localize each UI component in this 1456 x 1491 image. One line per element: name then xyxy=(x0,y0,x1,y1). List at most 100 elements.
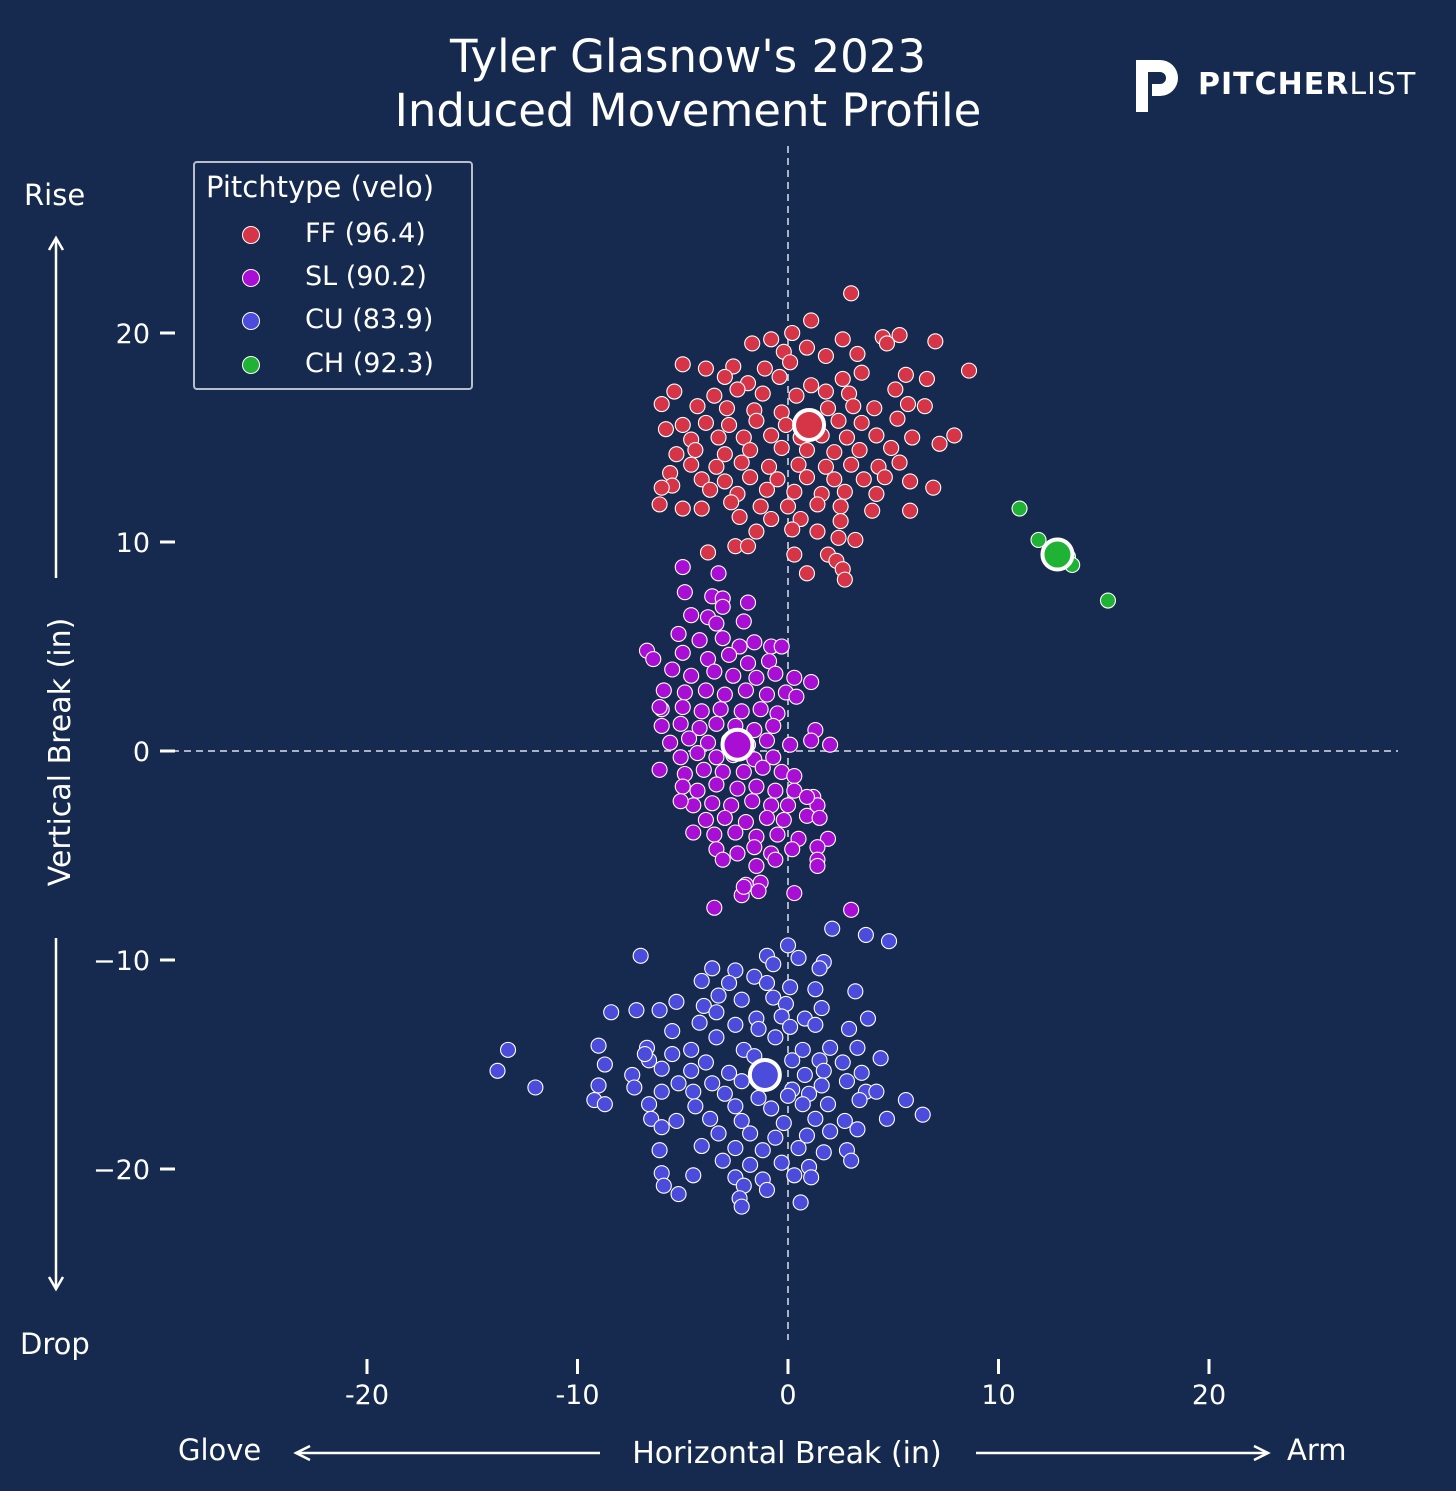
data-point xyxy=(691,719,708,737)
data-point xyxy=(702,1110,719,1127)
y-axis-title: Vertical Break (in) xyxy=(43,618,78,887)
data-point xyxy=(784,841,801,858)
data-point xyxy=(655,1177,672,1194)
data-point xyxy=(668,993,685,1010)
data-point xyxy=(727,962,744,979)
data-point xyxy=(590,1077,607,1094)
data-point xyxy=(748,669,765,686)
data-point xyxy=(773,1154,790,1171)
data-point xyxy=(847,531,864,548)
data-point xyxy=(706,663,723,680)
data-point xyxy=(714,763,731,780)
data-point xyxy=(710,987,727,1004)
data-point xyxy=(813,1000,830,1017)
data-point xyxy=(693,1137,710,1155)
data-point xyxy=(794,1096,811,1113)
data-point xyxy=(527,1079,544,1096)
data-point xyxy=(880,933,898,950)
data-point xyxy=(790,456,807,473)
data-point xyxy=(733,1073,750,1090)
data-point xyxy=(786,546,803,563)
data-point xyxy=(672,793,689,810)
data-point xyxy=(748,857,765,875)
data-point xyxy=(775,811,792,829)
data-point xyxy=(737,682,754,699)
data-point xyxy=(750,882,767,900)
data-point xyxy=(798,469,815,486)
data-point xyxy=(653,1083,670,1100)
data-point xyxy=(742,441,759,459)
x-tick-label: 20 xyxy=(1192,1380,1226,1411)
y-tick-label: −20 xyxy=(93,1155,150,1186)
data-point xyxy=(676,684,693,701)
data-point xyxy=(695,997,712,1015)
data-point xyxy=(735,613,752,630)
data-point xyxy=(697,360,714,377)
data-point xyxy=(838,1073,855,1090)
data-point xyxy=(819,1096,837,1113)
data-point xyxy=(790,949,807,966)
data-point xyxy=(763,427,780,444)
data-point xyxy=(902,473,919,490)
data-point xyxy=(849,1039,866,1056)
data-point xyxy=(710,1125,727,1142)
centroid-marker xyxy=(720,727,755,762)
data-point xyxy=(710,429,727,446)
data-point xyxy=(765,989,782,1006)
data-point xyxy=(855,471,872,488)
data-point xyxy=(662,734,679,751)
data-point xyxy=(704,960,721,977)
data-point xyxy=(847,983,864,1000)
data-point xyxy=(714,851,731,868)
data-point xyxy=(739,538,757,555)
data-point xyxy=(918,370,935,388)
data-point xyxy=(689,745,706,762)
data-point xyxy=(596,1096,613,1113)
series-2 xyxy=(489,920,931,1215)
data-point xyxy=(695,761,712,778)
data-point xyxy=(832,498,849,515)
data-point xyxy=(714,630,731,647)
data-point xyxy=(803,377,820,394)
x-tick-label: -20 xyxy=(345,1380,389,1411)
data-point xyxy=(683,607,700,624)
data-point xyxy=(721,646,738,663)
data-point xyxy=(763,510,780,528)
data-point xyxy=(859,1010,877,1027)
data-point xyxy=(704,1075,721,1092)
data-point xyxy=(708,749,725,766)
chart-subtitle: Induced Movement Profile xyxy=(394,84,982,137)
data-point xyxy=(708,776,725,793)
data-point xyxy=(960,362,978,379)
data-point xyxy=(883,439,900,457)
data-point xyxy=(824,920,841,937)
data-point xyxy=(721,416,738,434)
data-point xyxy=(710,565,727,582)
data-point xyxy=(689,398,706,415)
y-tick-label: 20 xyxy=(116,319,150,350)
data-point xyxy=(729,381,746,398)
data-point xyxy=(754,759,771,776)
data-point xyxy=(708,458,725,475)
legend: Pitchtype (velo) FF (96.4) SL (90.2) CU … xyxy=(193,161,473,390)
legend-title: Pitchtype (velo) xyxy=(206,170,435,204)
data-point xyxy=(699,650,717,668)
data-point xyxy=(817,347,834,365)
data-point xyxy=(796,1066,813,1083)
data-point xyxy=(489,1062,506,1079)
data-point xyxy=(878,1110,895,1127)
data-point xyxy=(758,686,776,703)
data-point xyxy=(716,473,733,490)
data-point xyxy=(897,366,914,383)
data-point xyxy=(782,979,799,996)
data-point xyxy=(872,1050,889,1067)
data-point xyxy=(758,974,776,992)
data-point xyxy=(702,481,719,498)
data-point xyxy=(653,717,670,734)
data-point xyxy=(653,1060,670,1077)
data-point xyxy=(628,1002,645,1019)
data-point xyxy=(721,974,738,992)
legend-label-sl: SL (90.2) xyxy=(305,261,427,292)
logo-wordmark: PITCHERLIST xyxy=(1198,67,1416,102)
data-point xyxy=(876,469,893,486)
